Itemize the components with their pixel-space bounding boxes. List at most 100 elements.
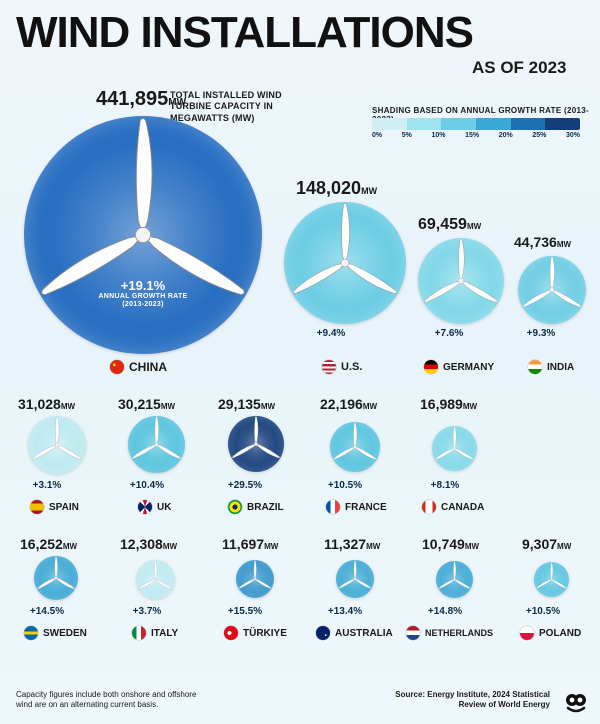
flag-icon (326, 500, 340, 514)
country-name: NETHERLANDS (425, 628, 493, 638)
turbine-us (284, 202, 406, 324)
capacity-number: 441,895 (96, 88, 168, 110)
capacity-value: 11,327MW (324, 536, 380, 552)
country-name: INDIA (547, 362, 574, 373)
capacity-unit: MW (557, 542, 571, 551)
growth-rate: +8.1% (415, 480, 475, 491)
capacity-value: 16,252MW (20, 536, 77, 552)
country-name: ITALY (151, 628, 178, 639)
country-name: BRAZIL (247, 502, 284, 513)
capacity-unit: MW (361, 186, 377, 196)
turbine-trkiye (236, 560, 274, 598)
capacity-value: 22,196MW (320, 396, 377, 412)
country-name: FRANCE (345, 502, 387, 513)
capacity-unit: MW (363, 402, 377, 411)
legend-tick: 0% (372, 132, 382, 139)
country-label: ITALY (132, 626, 178, 640)
growth-rate: +9.4% (301, 328, 361, 339)
flag-icon (110, 360, 124, 374)
growth-rate: +9.3% (511, 328, 571, 339)
capacity-unit: MW (557, 240, 571, 249)
capacity-value: 29,135MW (218, 396, 275, 412)
capacity-value: 148,020MW (296, 178, 377, 199)
capacity-number: 148,020 (296, 178, 361, 198)
capacity-number: 30,215 (118, 396, 161, 412)
country-label: TÜRKIYE (224, 626, 287, 640)
flag-icon (30, 500, 44, 514)
country-label: FRANCE (326, 500, 387, 514)
legend-segment (407, 118, 442, 130)
turbine-sweden (34, 556, 78, 600)
footnote-line: wind are on an alternating current basis… (16, 700, 196, 710)
legend-tick: 20% (499, 132, 513, 139)
growth-rate: +10.4% (117, 480, 177, 491)
country-label: SPAIN (30, 500, 79, 514)
flag-icon (422, 500, 436, 514)
capacity-value: 441,895MW (96, 88, 186, 111)
source-line: Source: Energy Institute, 2024 Statistic… (360, 690, 550, 700)
flag-icon (424, 360, 438, 374)
hero-desc-line: TURBINE CAPACITY IN (170, 101, 282, 112)
country-name: SPAIN (49, 502, 79, 513)
country-name: POLAND (539, 628, 581, 639)
capacity-number: 16,989 (420, 396, 463, 412)
legend-ticks: 0%5%10%15%20%25%30% (372, 132, 580, 139)
country-label: NETHERLANDS (406, 626, 493, 640)
growth-rate: +14.5% (17, 606, 77, 617)
legend-tick: 5% (402, 132, 412, 139)
flag-icon (528, 360, 542, 374)
growth-rate: +15.5% (215, 606, 275, 617)
capacity-unit: MW (163, 542, 177, 551)
footnote-line: Capacity figures include both onshore an… (16, 690, 196, 700)
country-label: GERMANY (424, 360, 494, 374)
capacity-number: 9,307 (522, 536, 557, 552)
capacity-unit: MW (168, 97, 186, 108)
capacity-unit: MW (61, 402, 75, 411)
capacity-unit: MW (261, 402, 275, 411)
capacity-value: 12,308MW (120, 536, 177, 552)
capacity-value: 10,749MW (422, 536, 479, 552)
growth-label: ANNUAL GROWTH RATE (24, 293, 262, 301)
capacity-value: 9,307MW (522, 536, 571, 552)
growth-label: (2013-2023) (24, 301, 262, 309)
legend-segment (476, 118, 511, 130)
turbine-poland (534, 562, 569, 597)
turbine-australia (336, 560, 374, 598)
legend-segment (372, 118, 407, 130)
capacity-unit: MW (366, 542, 380, 551)
flag-icon (322, 360, 336, 374)
country-label: CANADA (422, 500, 484, 514)
country-label: SWEDEN (24, 626, 87, 640)
country-label: INDIA (528, 360, 574, 374)
legend-gradient-bar (372, 118, 580, 130)
capacity-number: 22,196 (320, 396, 363, 412)
capacity-number: 29,135 (218, 396, 261, 412)
flag-icon (138, 500, 152, 514)
legend-tick: 15% (465, 132, 479, 139)
turbine-canada (432, 426, 477, 471)
growth-rate: +14.8% (415, 606, 475, 617)
capacity-unit: MW (465, 542, 479, 551)
country-name: SWEDEN (43, 628, 87, 639)
footnote: Capacity figures include both onshore an… (16, 690, 196, 710)
capacity-number: 12,308 (120, 536, 163, 552)
source-line: Review of World Energy (360, 700, 550, 710)
capacity-value: 11,697MW (222, 536, 278, 552)
flag-icon (132, 626, 146, 640)
hero-desc-line: TOTAL INSTALLED WIND (170, 90, 282, 101)
flag-icon (406, 626, 420, 640)
turbine-india (518, 256, 586, 324)
capacity-number: 31,028 (18, 396, 61, 412)
country-label: AUSTRALIA (316, 626, 393, 640)
flag-icon (224, 626, 238, 640)
capacity-number: 69,459 (418, 216, 467, 233)
country-label: U.S. (322, 360, 362, 374)
turbine-netherlands (436, 561, 473, 598)
legend-tick: 10% (431, 132, 445, 139)
country-label: BRAZIL (228, 500, 284, 514)
country-name: AUSTRALIA (335, 628, 393, 639)
capacity-number: 44,736 (514, 234, 557, 250)
legend-segment (441, 118, 476, 130)
capacity-number: 16,252 (20, 536, 63, 552)
turbine-spain (28, 416, 86, 474)
